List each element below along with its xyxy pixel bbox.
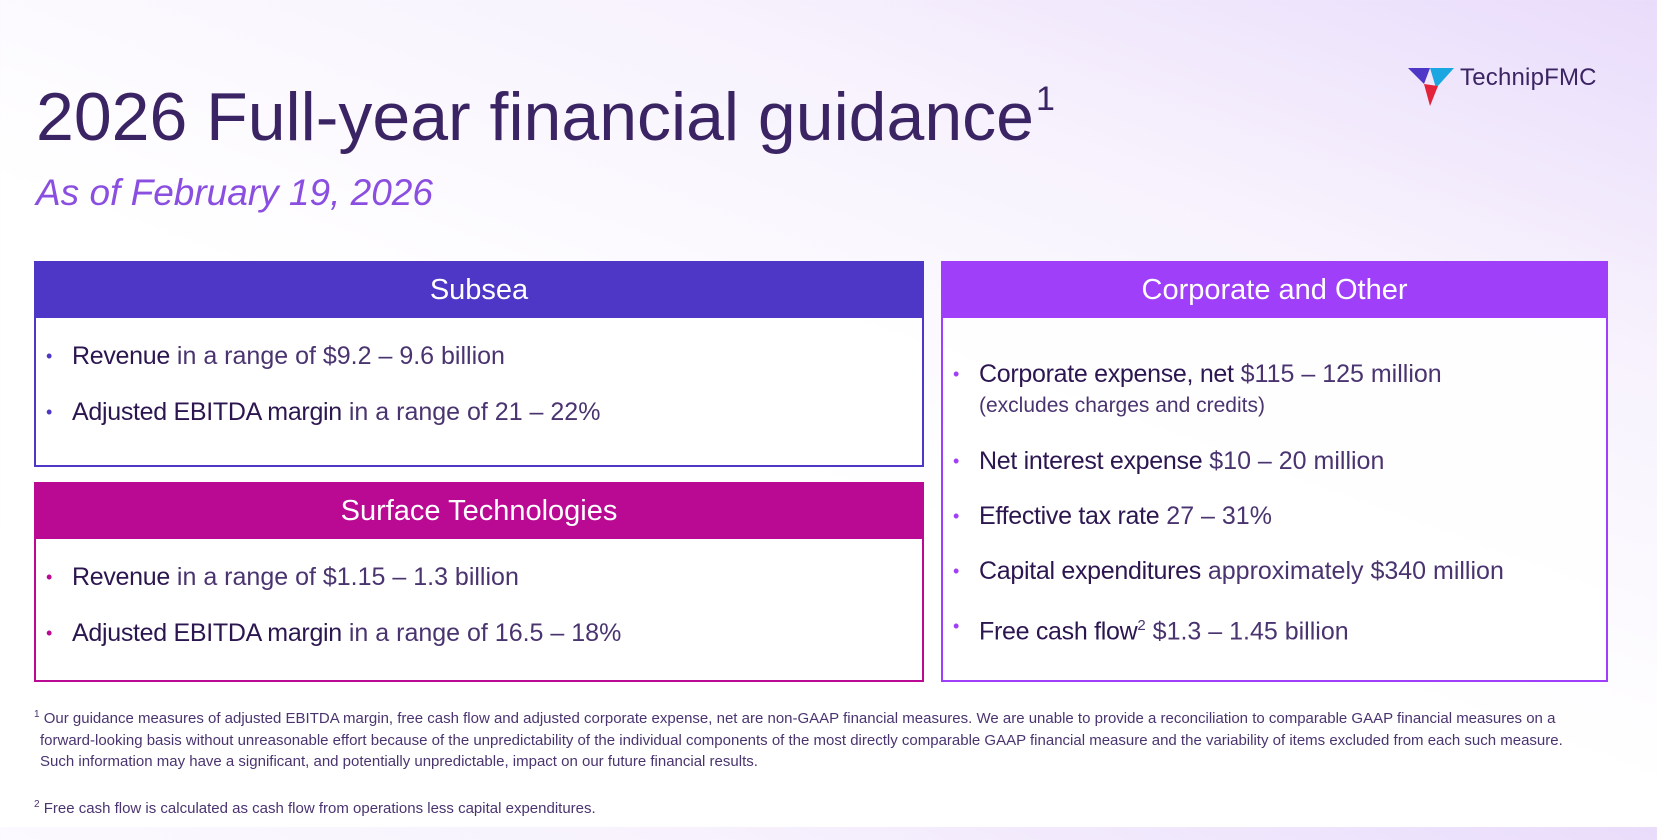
- title-text: 2026 Full-year financial guidance: [36, 79, 1034, 155]
- footnote-marker: 1: [34, 709, 40, 720]
- footnote-marker: 2: [34, 798, 40, 810]
- logo-text: TechnipFMC: [1460, 64, 1597, 91]
- item-text: 27 – 31%: [1159, 502, 1272, 530]
- item-text: approximately $340 million: [1200, 557, 1504, 585]
- panel-header: Corporate and Other: [943, 263, 1606, 318]
- item-label: Adjusted EBITDA margin: [72, 398, 342, 426]
- panel-corporate: Corporate and Other Corporate expense, ne…: [941, 261, 1608, 682]
- title-sup: 1: [1035, 80, 1055, 118]
- item-label: Revenue: [72, 563, 170, 591]
- bullet-item: Capital expenditures approximately $340 …: [953, 555, 1606, 587]
- item-label: Adjusted EBITDA margin: [72, 619, 342, 647]
- bullet-item: Effective tax rate 27 – 31%: [953, 500, 1606, 532]
- item-text: in a range of 16.5 – 18%: [341, 619, 622, 647]
- bullet-item: Net interest expense $10 – 20 million: [953, 445, 1606, 477]
- item-label: Free cash flow: [979, 617, 1138, 646]
- bullet-item: Corporate expense, net $115 – 125 millio…: [953, 358, 1606, 422]
- item-label: Capital expenditures: [979, 557, 1201, 585]
- item-text: $1.3 – 1.45 billion: [1145, 617, 1349, 646]
- panel-header: Surface Technologies: [36, 484, 922, 539]
- item-text: in a range of $1.15 – 1.3 billion: [169, 563, 519, 591]
- footnote: 1 Our guidance measures of adjusted EBIT…: [34, 704, 1594, 773]
- subtitle: As of February 19, 2026: [36, 172, 433, 213]
- item-text: $10 – 20 million: [1202, 447, 1385, 475]
- bullet-list: Revenue in a range of $1.15 – 1.3 billio…: [36, 561, 922, 649]
- item-sup: 2: [1137, 617, 1146, 634]
- item-label: Revenue: [72, 342, 170, 370]
- bullet-item: Free cash flow2 $1.3 – 1.45 billion: [953, 610, 1606, 647]
- footnote-text: Our guidance measures of adjusted EBITDA…: [39, 710, 1563, 770]
- footnote: 2 Free cash flow is calculated as cash f…: [34, 794, 1594, 820]
- bullet-item: Adjusted EBITDA margin in a range of 16.…: [46, 617, 922, 649]
- bullet-list: Revenue in a range of $9.2 – 9.6 billion…: [36, 340, 922, 428]
- footnotes: 1 Our guidance measures of adjusted EBIT…: [34, 704, 1594, 840]
- panel-subsea: Subsea Revenue in a range of $9.2 – 9.6 b…: [34, 261, 924, 467]
- bullet-item: Adjusted EBITDA margin in a range of 21 …: [46, 396, 922, 428]
- title: 2026 Full-year financial guidance1: [36, 78, 1055, 156]
- panel-header: Subsea: [36, 263, 922, 318]
- logo-mark: [1408, 68, 1454, 106]
- bullet-list: Corporate expense, net $115 – 125 millio…: [943, 358, 1606, 647]
- item-note: (excludes charges and credits): [979, 394, 1265, 417]
- item-label: Effective tax rate: [979, 502, 1160, 530]
- item-label: Net interest expense: [979, 447, 1203, 475]
- footnote-text: Free cash flow is calculated as cash flo…: [39, 799, 596, 817]
- panel-surface: Surface Technologies Revenue in a range o…: [34, 482, 924, 682]
- item-label: Corporate expense, net: [979, 360, 1234, 388]
- item-text: $115 – 125 million: [1233, 360, 1442, 388]
- bullet-item: Revenue in a range of $1.15 – 1.3 billio…: [46, 561, 922, 593]
- item-text: in a range of 21 – 22%: [341, 398, 601, 426]
- bullet-item: Revenue in a range of $9.2 – 9.6 billion: [46, 340, 922, 372]
- logo: TechnipFMC: [1408, 64, 1597, 106]
- item-text: in a range of $9.2 – 9.6 billion: [169, 342, 505, 370]
